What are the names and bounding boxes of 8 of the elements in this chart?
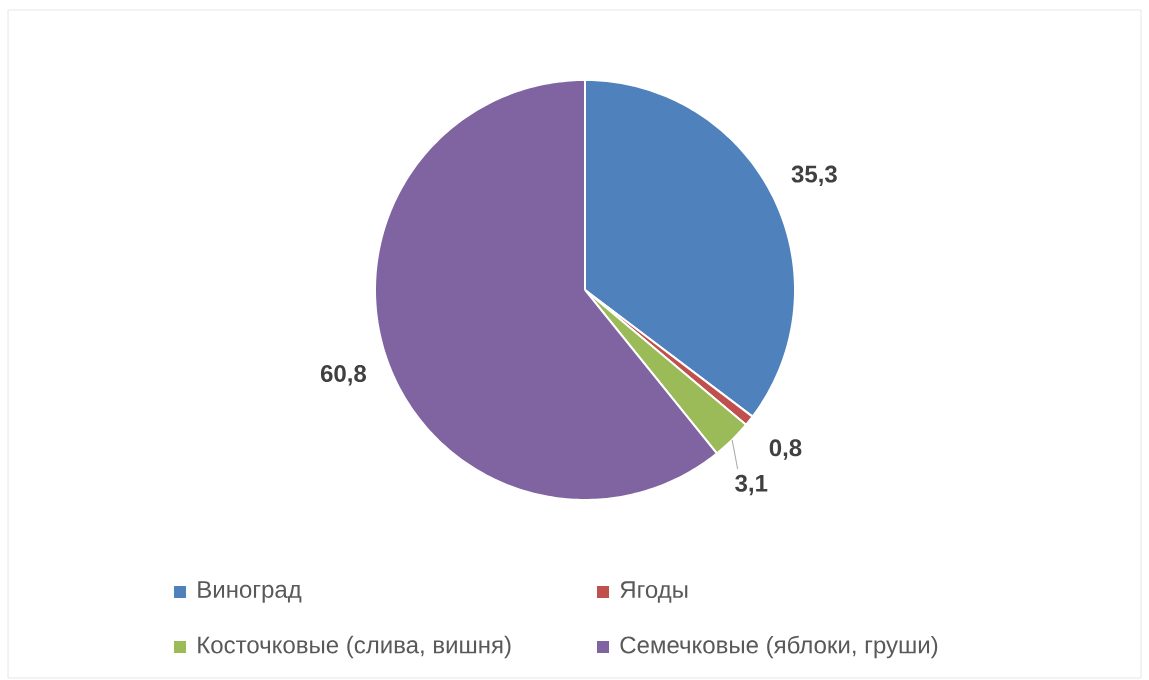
data-label: 35,3 <box>791 165 837 187</box>
data-label: 3,1 <box>735 474 768 496</box>
legend-label: Ягоды <box>620 581 688 603</box>
legend-label: Косточковые (слива, вишня) <box>198 635 511 659</box>
data-label: 60,8 <box>320 365 367 386</box>
data-label: 0,8 <box>769 439 802 460</box>
legend-label: Виноград <box>198 581 302 603</box>
legend-label: Семечковые (яблоки, груши) <box>620 635 938 659</box>
